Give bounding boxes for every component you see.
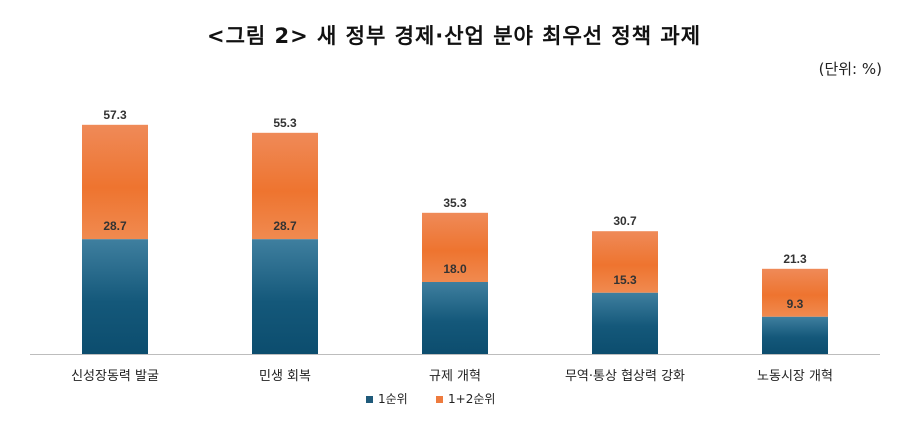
bar-1st-4 [762, 316, 828, 354]
data-label-1st-4: 9.3 [787, 297, 804, 311]
legend: 1순위 1+2순위 [366, 392, 495, 406]
data-label-1st-3: 15.3 [613, 273, 637, 287]
category-label-3: 무역·통상 협상력 강화 [565, 369, 685, 384]
category-label-4: 노동시장 개혁 [757, 369, 833, 384]
data-label-1st-1: 28.7 [273, 219, 297, 233]
data-label-1plus2-4: 21.3 [783, 252, 807, 266]
bar-1st-1 [252, 239, 318, 354]
bar-1plus2-0 [82, 124, 148, 240]
bar-1plus2-1 [252, 132, 318, 240]
bars-layer [30, 124, 880, 355]
chart-title: <그림 2> 새 정부 경제·산업 분야 최우선 정책 과제 [206, 24, 702, 48]
legend-swatch-0 [366, 396, 373, 403]
data-label-1st-2: 18.0 [443, 262, 467, 276]
legend-swatch-1 [436, 396, 443, 403]
data-label-1plus2-0: 57.3 [103, 108, 127, 122]
legend-label-0: 1순위 [378, 392, 408, 406]
category-label-1: 민생 회복 [259, 369, 311, 384]
data-label-1plus2-1: 55.3 [273, 116, 297, 130]
legend-label-1: 1+2순위 [448, 392, 495, 406]
bar-1plus2-2 [422, 212, 488, 282]
bar-1plus2-4 [762, 268, 828, 317]
labels-layer: 57.3 28.7 신성장동력 발굴 55.3 28.7 민생 회복 35.3 18.0 규제 … [71, 108, 833, 384]
bar-1st-2 [422, 282, 488, 354]
category-label-2: 규제 개혁 [429, 369, 481, 384]
data-label-1plus2-2: 35.3 [443, 196, 467, 210]
data-label-1plus2-3: 30.7 [613, 214, 637, 228]
unit-label: (단위: %) [818, 60, 882, 78]
bar-1st-3 [592, 292, 658, 354]
category-label-0: 신성장동력 발굴 [71, 369, 159, 384]
data-label-1st-0: 28.7 [103, 219, 127, 233]
bar-1st-0 [82, 239, 148, 354]
bar-1plus2-3 [592, 231, 658, 293]
